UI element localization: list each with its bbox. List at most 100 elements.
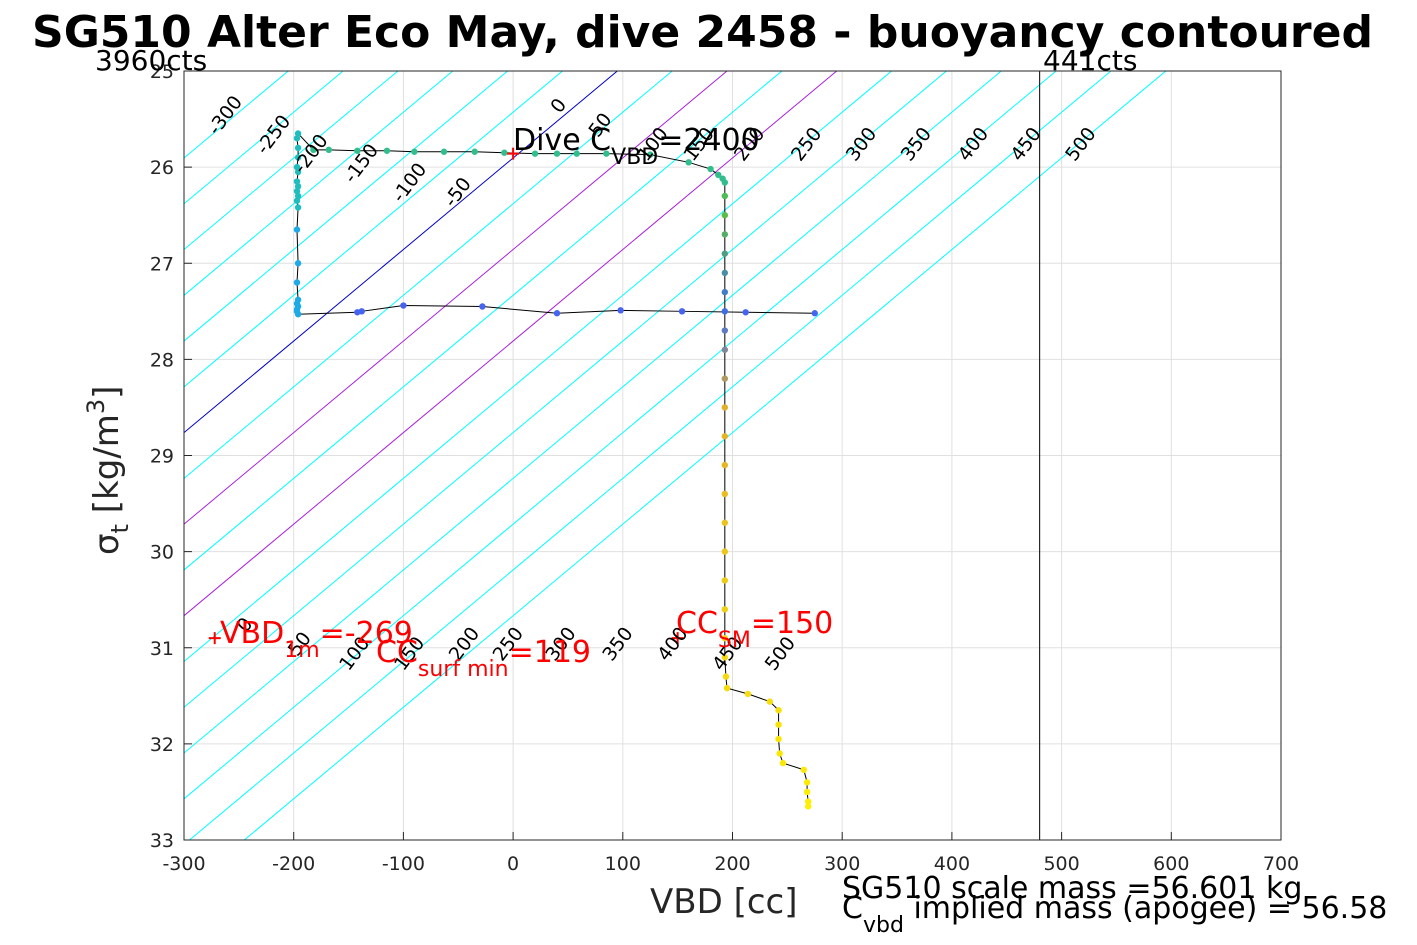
profile-point bbox=[294, 130, 302, 137]
profile-point bbox=[354, 147, 361, 154]
profile-point bbox=[383, 147, 391, 154]
implied-mass-label: Cvbd implied mass (apogee) = 56.58 bbox=[842, 891, 1387, 938]
profile-point bbox=[310, 146, 317, 154]
profile-point bbox=[647, 151, 654, 158]
profile-point bbox=[553, 310, 561, 317]
y-axis-ticks: 25 26 27 28 29 30 31 32 33 bbox=[150, 61, 192, 852]
contour-line bbox=[184, 71, 563, 388]
profile-point bbox=[325, 146, 333, 154]
profile-point bbox=[531, 150, 539, 157]
profile-point bbox=[411, 148, 418, 155]
profile-point bbox=[293, 279, 301, 286]
profile-point bbox=[721, 179, 729, 186]
profile-point bbox=[721, 346, 729, 353]
profile-point bbox=[775, 707, 782, 714]
profile-point bbox=[294, 296, 302, 303]
profile-point bbox=[603, 150, 610, 157]
profile-point bbox=[293, 163, 301, 171]
profile-point bbox=[804, 803, 812, 810]
contour-line bbox=[184, 71, 1002, 754]
profile-point bbox=[617, 307, 624, 314]
profile-point bbox=[293, 197, 301, 204]
profile-point bbox=[721, 288, 729, 296]
profile-point bbox=[721, 404, 729, 411]
y-tick-label: 30 bbox=[150, 542, 174, 564]
markers bbox=[208, 147, 684, 645]
profile-point bbox=[721, 308, 729, 315]
profile-point bbox=[721, 634, 729, 642]
profile-point bbox=[721, 375, 729, 382]
buoyancy-contours bbox=[184, 71, 1167, 840]
profile-point bbox=[721, 211, 729, 219]
profile-point bbox=[721, 433, 729, 440]
cts-right-label: 441cts bbox=[1043, 44, 1137, 77]
profile-point bbox=[678, 308, 686, 315]
profile-point bbox=[721, 269, 729, 277]
x-tick-label: 600 bbox=[1153, 853, 1189, 875]
profile-point bbox=[811, 310, 818, 317]
profile-point bbox=[721, 327, 729, 334]
profile-point bbox=[779, 759, 787, 767]
profile-point bbox=[294, 192, 302, 200]
contour-line bbox=[184, 71, 838, 617]
profile-point bbox=[722, 673, 730, 680]
contour-line bbox=[184, 71, 673, 480]
contour-line bbox=[189, 71, 1112, 840]
profile-point bbox=[776, 750, 783, 757]
contour-line bbox=[184, 71, 1057, 800]
contour-line bbox=[184, 71, 508, 342]
profile-point bbox=[804, 798, 812, 805]
y-tick-label: 25 bbox=[150, 61, 174, 83]
dive-cvbd-label: Dive CVBD=2400 bbox=[513, 123, 760, 170]
contour-line bbox=[184, 71, 618, 434]
profile-point bbox=[803, 788, 811, 796]
x-tick-label: 400 bbox=[934, 853, 970, 875]
profile-point bbox=[293, 226, 301, 233]
x-tick-label: 500 bbox=[1043, 853, 1079, 875]
profile-point bbox=[294, 204, 302, 211]
profile-point bbox=[775, 735, 782, 743]
profile-point bbox=[721, 606, 729, 613]
profile-point bbox=[294, 260, 302, 267]
contour-line bbox=[244, 71, 1167, 840]
profile-point bbox=[723, 684, 731, 692]
x-axis-ticks: -300 -200 -100 0 100 200 300 400 500 600 700 bbox=[162, 832, 1299, 875]
contour-line bbox=[184, 71, 947, 708]
y-axis-label: σt [kg/m3] bbox=[82, 386, 134, 555]
profile-point bbox=[744, 690, 752, 698]
y-tick-label: 33 bbox=[150, 830, 174, 852]
scale-mass-label: SG510 scale mass =56.601 kg bbox=[842, 871, 1302, 906]
contour-line bbox=[184, 71, 344, 205]
profile-point bbox=[293, 135, 301, 142]
y-label-sup: 3 bbox=[82, 399, 110, 414]
cc-surf-min-label: CCsurf min=119 bbox=[376, 635, 591, 682]
profile-point bbox=[501, 149, 508, 156]
y-tick-label: 29 bbox=[150, 446, 174, 468]
y-label-sigma: σ bbox=[87, 533, 127, 555]
x-axis-label: VBD [cc] bbox=[650, 882, 798, 922]
y-tick-label: 27 bbox=[150, 253, 174, 275]
profile-point bbox=[479, 303, 486, 310]
profile-point bbox=[715, 171, 722, 179]
profile-point bbox=[400, 302, 407, 309]
profile-point bbox=[721, 461, 729, 469]
x-tick-label: 0 bbox=[507, 853, 519, 875]
profile-point bbox=[293, 187, 301, 195]
y-tick-label: 32 bbox=[150, 734, 174, 756]
dive-profile bbox=[293, 130, 818, 810]
contour-line bbox=[184, 71, 399, 251]
contour-line bbox=[184, 71, 783, 571]
profile-point bbox=[294, 144, 302, 152]
y-tick-label: 28 bbox=[150, 349, 174, 371]
profile-point bbox=[721, 654, 729, 661]
svg-text:σt [kg/m3]: σt [kg/m3] bbox=[82, 386, 134, 555]
profile-point bbox=[553, 150, 561, 157]
chart-title: SG510 Alter Eco May, dive 2458 - buoyanc… bbox=[32, 7, 1373, 58]
profile-point bbox=[766, 698, 773, 705]
y-tick-label: 31 bbox=[150, 638, 174, 660]
profile-point bbox=[775, 721, 782, 728]
y-label-end: ] bbox=[87, 386, 127, 399]
y-tick-label: 26 bbox=[150, 157, 174, 179]
y-label-sub: t bbox=[106, 524, 134, 533]
